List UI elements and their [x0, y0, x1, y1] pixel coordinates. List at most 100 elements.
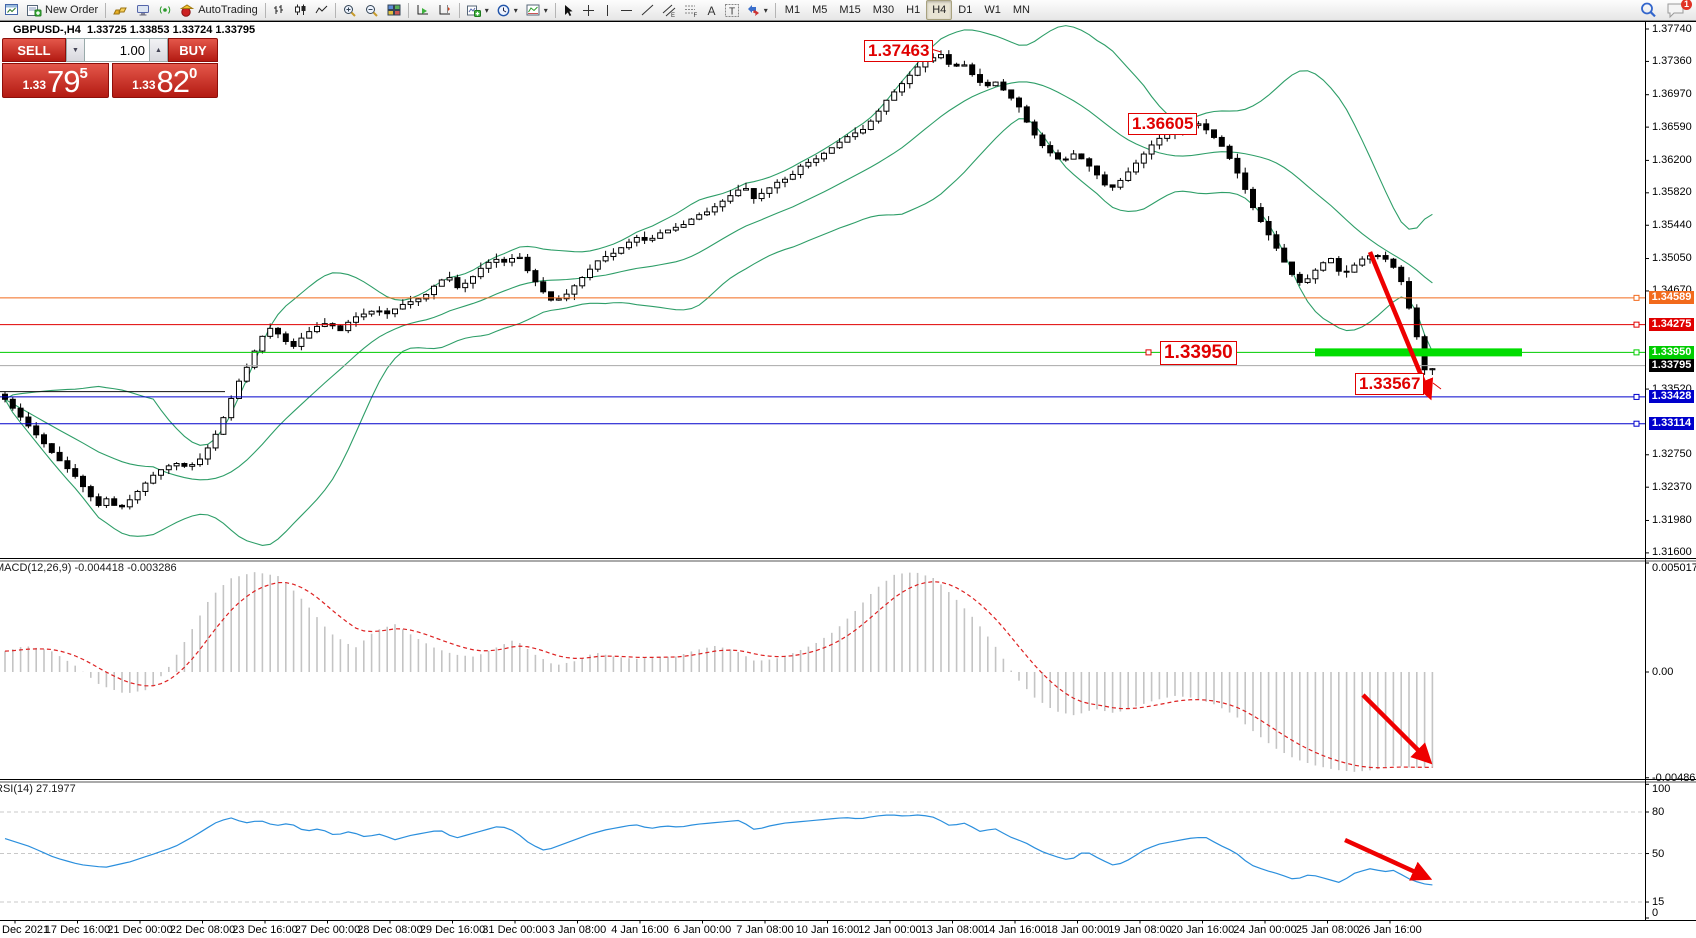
cursor-icon[interactable]	[559, 0, 578, 20]
periods-button[interactable]: ▾	[493, 0, 522, 20]
indicators-button[interactable]: ▾	[463, 0, 493, 20]
arrows-icon[interactable]: ▾	[743, 0, 772, 20]
chart-window: GBPUSD-,H4 1.33725 1.33853 1.33724 1.337…	[0, 21, 1696, 938]
signals-icon[interactable]	[154, 0, 176, 20]
trendline-icon-icon	[641, 4, 654, 16]
chart-shift-icon-icon	[438, 4, 452, 16]
price-level-badge: 1.33114	[1649, 417, 1694, 431]
chart-window-icon-icon	[5, 4, 19, 16]
auto-scroll-icon[interactable]	[412, 0, 434, 20]
autotrading-button-label: AutoTrading	[198, 4, 258, 16]
trendline-icon[interactable]	[637, 0, 658, 20]
indicators-icon	[466, 4, 481, 17]
time-axis-label: 25 Jan 08:00	[1295, 924, 1360, 936]
new-order-icon	[27, 4, 42, 17]
chart-window-icon[interactable]	[1, 0, 23, 20]
notifications-icon[interactable]: 1	[1662, 0, 1692, 20]
toolbar-separator	[774, 2, 776, 18]
gold-bars-icon[interactable]	[109, 0, 132, 20]
line-chart-icon[interactable]	[311, 0, 332, 20]
timeframe-m15-button[interactable]: M15	[833, 0, 866, 20]
equidistant-channel-icon[interactable]: E	[658, 0, 680, 20]
timeframe-m15-button-label: M15	[839, 4, 861, 16]
time-axis-label: 19 Jan 08:00	[1108, 924, 1172, 936]
timeframe-mn-button[interactable]: MN	[1007, 0, 1036, 20]
chevron-down-icon: ▾	[513, 5, 518, 15]
horizontal-levels[interactable]	[0, 294, 1645, 427]
zoom-in-icon-icon	[343, 4, 357, 17]
volume-increase-button[interactable]: ▲	[149, 38, 168, 62]
timeframe-w1-button[interactable]: W1	[978, 0, 1007, 20]
main-toolbar: New Order AutoTrading ▾ ▾ ▾ E F A T ▾ M1 M5 M15 M30 H1…	[0, 0, 1696, 21]
chevron-down-icon: ▾	[543, 5, 548, 15]
green-zone-bar	[1315, 348, 1522, 357]
zoom-out-icon-icon	[365, 4, 379, 17]
timeframe-d1-button[interactable]: D1	[952, 0, 978, 20]
sell-price[interactable]: 1.33 79 5	[2, 63, 109, 98]
trend-arrows[interactable]	[1344, 251, 1434, 881]
crosshair-icon-icon	[582, 4, 595, 17]
chevron-down-icon: ▾	[763, 5, 768, 15]
annotation-low-1-33567[interactable]: 1.33567	[1355, 373, 1425, 395]
new-order-button[interactable]: New Order	[23, 0, 102, 20]
periods-icon	[497, 4, 510, 17]
toolbar-separator	[458, 2, 460, 18]
chart-canvas[interactable]	[0, 21, 1696, 938]
vertical-line-icon[interactable]	[599, 0, 616, 20]
annotation-level-1-33950[interactable]: 1.33950	[1160, 341, 1237, 365]
price-axis-tick: 1.35440	[1652, 218, 1692, 231]
horizontal-line-icon[interactable]	[616, 0, 637, 20]
chart-shift-icon[interactable]	[434, 0, 456, 20]
candlestick-chart-icon-icon	[294, 4, 307, 16]
new-order-button-label: New Order	[45, 4, 99, 16]
candlestick-chart-icon[interactable]	[290, 0, 311, 20]
volume-input[interactable]	[85, 38, 149, 62]
timeframe-w1-button-label: W1	[984, 4, 1001, 16]
templates-button[interactable]: ▾	[522, 0, 552, 20]
crosshair-icon[interactable]	[578, 0, 599, 20]
timeframe-m30-button[interactable]: M30	[867, 0, 900, 20]
timeframe-m1-button-label: M1	[784, 4, 801, 16]
buy-price[interactable]: 1.33 82 0	[111, 63, 218, 98]
time-axis-label: 26 Jan 16:00	[1358, 924, 1422, 936]
zoom-in-icon[interactable]	[339, 0, 361, 20]
time-axis-label: 6 Jan 00:00	[673, 924, 732, 936]
chevron-down-icon: ▾	[484, 5, 489, 15]
annotation-high-1-37463[interactable]: 1.37463	[864, 40, 934, 62]
price-level-badge: 1.33428	[1649, 390, 1694, 404]
text-label-icon[interactable]: T	[721, 0, 743, 20]
timeframe-h4-button[interactable]: H4	[926, 0, 953, 20]
timeframe-h1-button[interactable]: H1	[900, 0, 926, 20]
rsi-axis-tick: 15	[1652, 896, 1665, 909]
terminal-icon[interactable]	[132, 0, 154, 20]
vertical-line-icon-icon	[603, 4, 612, 17]
buy-button[interactable]: BUY	[168, 38, 218, 62]
search-icon[interactable]	[1635, 0, 1662, 20]
time-axis-label: 10 Jan 16:00	[795, 924, 860, 936]
timeframe-m5-button[interactable]: M5	[806, 0, 833, 20]
toolbar-separator	[554, 2, 556, 18]
volume-decrease-button[interactable]: ▼	[66, 38, 85, 62]
price-level-badge: 1.34275	[1649, 318, 1694, 332]
time-axis-label: 22 Dec 08:00	[169, 924, 236, 936]
text-icon[interactable]: A	[702, 0, 721, 20]
sell-button[interactable]: SELL	[2, 38, 66, 62]
text-icon-icon: A	[706, 4, 717, 17]
timeframe-m1-button[interactable]: M1	[779, 0, 806, 20]
time-axis-label: Dec 2021	[2, 924, 50, 936]
timeframe-m30-button-label: M30	[872, 4, 895, 16]
tile-windows-icon[interactable]	[383, 0, 405, 20]
autotrading-button[interactable]: AutoTrading	[176, 0, 262, 20]
bar-chart-icon[interactable]	[269, 0, 290, 20]
price-axis-tick: 1.35820	[1652, 186, 1692, 199]
bar-chart-icon-icon	[273, 4, 286, 16]
fibonacci-icon[interactable]: F	[680, 0, 702, 20]
time-axis-label: 29 Dec 16:00	[419, 924, 486, 936]
annotation-high-1-36605[interactable]: 1.36605	[1128, 113, 1198, 135]
zoom-out-icon[interactable]	[361, 0, 383, 20]
price-axis-tick: 1.35050	[1652, 252, 1692, 265]
timeframe-d1-button-label: D1	[958, 4, 973, 16]
time-axis-label: 17 Dec 16:00	[44, 924, 111, 936]
notification-count-badge: 1	[1681, 0, 1692, 10]
